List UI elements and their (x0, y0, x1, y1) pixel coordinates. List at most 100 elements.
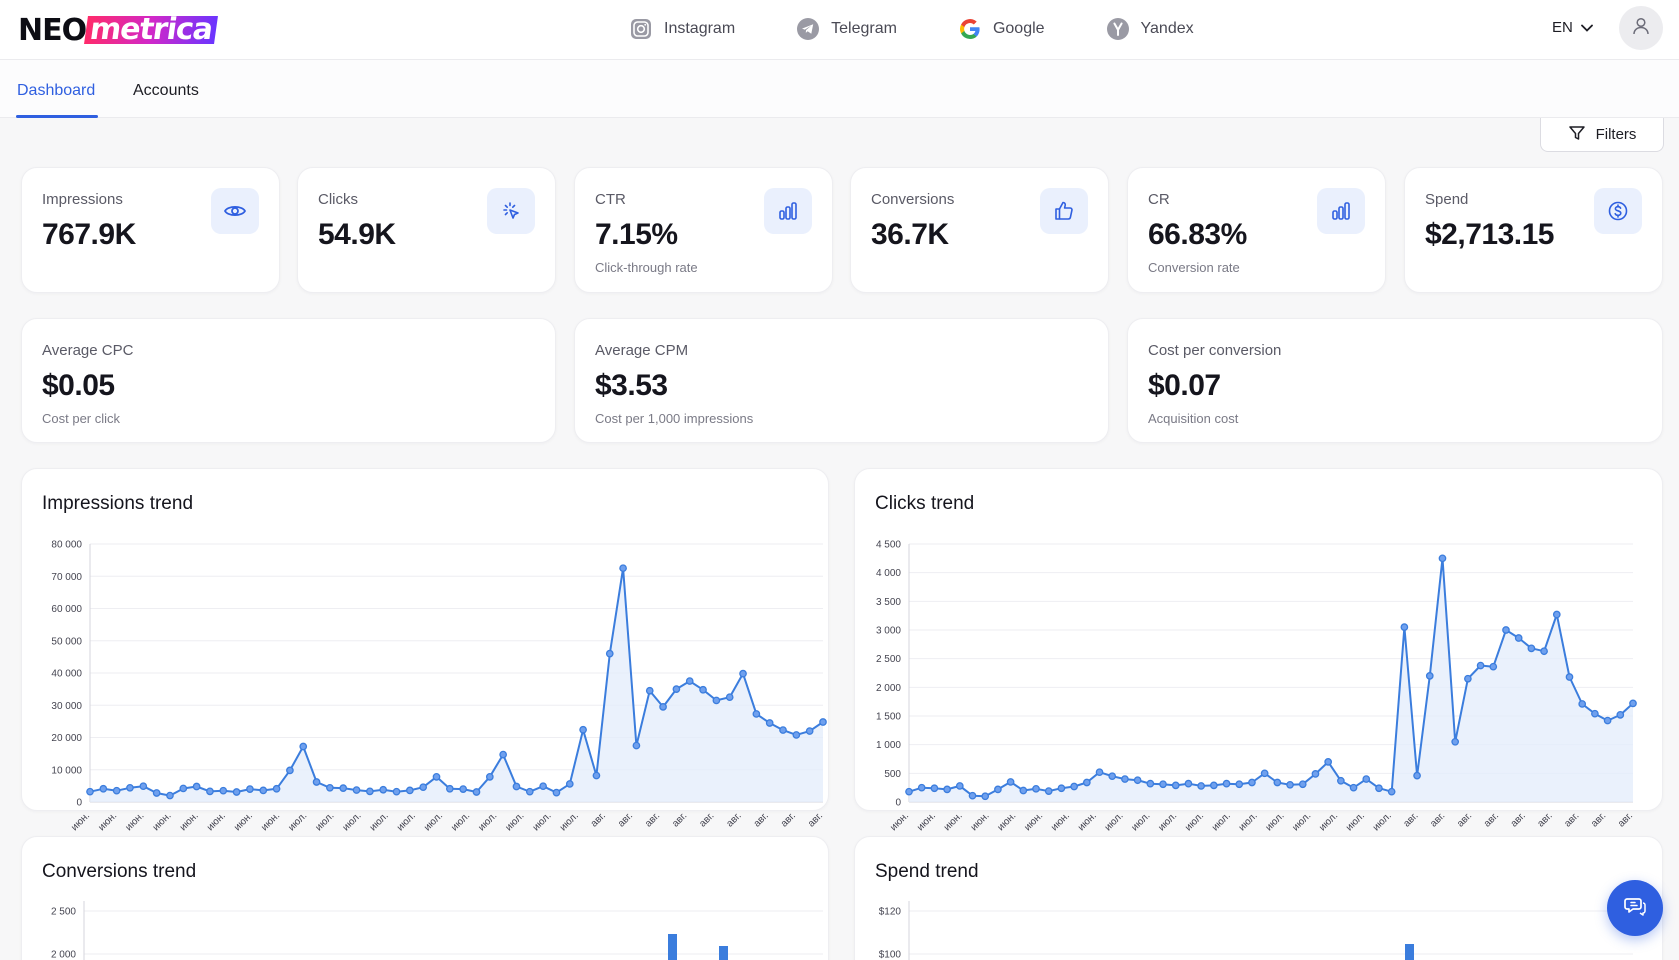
bar-chart-icon (1317, 188, 1365, 234)
x-tick-label: июл. (368, 810, 391, 833)
data-point (1070, 782, 1078, 791)
clicks-trend-card: Clicks trend 0 500 1 000 1 500 2 000 2 500 3 0… (854, 468, 1663, 833)
x-tick-label: июл. (1344, 810, 1367, 833)
x-tick-label: июл. (341, 810, 364, 833)
data-point (179, 784, 188, 793)
series-area (90, 568, 823, 802)
data-point (1019, 786, 1028, 795)
platform-google[interactable]: Google (957, 16, 1045, 42)
x-tick-label: июл. (395, 810, 418, 833)
x-tick-label: авг. (1482, 810, 1501, 829)
x-tick-label: авг. (1589, 810, 1608, 829)
data-point (299, 742, 308, 751)
data-point (579, 725, 587, 734)
y-tick-label: 40 000 (51, 669, 82, 680)
google-icon (957, 16, 983, 42)
cost-card-cpm: Average CPM $3.53 Cost per 1,000 impress… (574, 318, 1109, 443)
data-point (1400, 623, 1409, 631)
data-point (406, 786, 414, 795)
cursor-click-icon (487, 188, 535, 234)
chart-title: Impressions trend (42, 493, 194, 514)
language-select[interactable]: EN (1552, 19, 1593, 36)
data-point (272, 784, 281, 793)
data-point (1438, 554, 1447, 563)
y-tick-label: 20 000 (51, 733, 82, 744)
tab-dashboard[interactable]: Dashboard (17, 82, 96, 99)
data-point (1616, 711, 1625, 719)
x-tick-label: июл. (286, 810, 309, 833)
y-tick-label: 0 (76, 798, 82, 809)
x-tick-label: июл. (504, 810, 527, 833)
data-point (659, 703, 667, 711)
spend-trend-chart: $120 $100 (879, 901, 1633, 960)
x-tick-label: авг. (1401, 810, 1420, 829)
platform-label: Telegram (831, 20, 897, 37)
cost-card-per-conversion: Cost per conversion $0.07 Acquisition co… (1127, 318, 1663, 443)
kpi-value: 66.83% (1148, 218, 1247, 251)
platform-yandex[interactable]: Yandex (1105, 16, 1194, 42)
data-point (619, 564, 627, 573)
data-point (1337, 776, 1345, 785)
data-point (1375, 784, 1383, 793)
platform-label: Yandex (1140, 20, 1194, 37)
tab-accounts[interactable]: Accounts (133, 82, 199, 99)
filters-label: Filters (1595, 126, 1637, 143)
data-point (1591, 709, 1599, 718)
x-tick-label: июл. (1103, 810, 1126, 833)
x-tick-label: июн. (232, 810, 255, 833)
x-tick-label: июн. (1049, 810, 1072, 833)
y-tick-label: 2 000 (51, 950, 76, 960)
data-point (765, 719, 774, 727)
data-point (805, 727, 814, 735)
data-point (1273, 778, 1282, 787)
data-point (459, 785, 468, 793)
data-point (1286, 780, 1294, 789)
x-tick-label: авг. (725, 810, 744, 829)
data-point (1159, 780, 1167, 789)
y-tick-label: 0 (895, 798, 901, 809)
platform-telegram[interactable]: Telegram (795, 16, 897, 42)
data-point (1489, 662, 1498, 671)
kpi-value: $2,713.15 (1425, 218, 1554, 251)
x-tick-label: авг. (752, 810, 771, 829)
user-avatar[interactable] (1619, 6, 1663, 50)
cost-value: $0.05 (42, 369, 115, 402)
platform-instagram[interactable]: Instagram (628, 16, 735, 42)
data-point (366, 787, 374, 796)
instagram-icon (628, 16, 654, 42)
data-point (1413, 771, 1421, 780)
data-point (1044, 787, 1053, 795)
cost-value: $0.07 (1148, 369, 1221, 402)
kpi-card-conversions: Conversions 36.7K (850, 167, 1109, 293)
x-tick-label: авг. (1455, 810, 1474, 829)
data-point (166, 791, 174, 800)
cost-subtitle: Cost per click (42, 411, 121, 426)
data-point (1565, 673, 1574, 681)
x-tick-label: авг. (1428, 810, 1447, 829)
kpi-value: 7.15% (595, 218, 678, 251)
eye-icon (211, 188, 259, 234)
filter-icon (1568, 124, 1586, 146)
filters-button[interactable]: Filters (1540, 118, 1664, 152)
x-tick-label: июл. (1264, 810, 1287, 833)
data-point (1464, 674, 1472, 683)
data-point (1057, 784, 1066, 793)
tab-bar: Dashboard Accounts (0, 60, 1679, 118)
cost-label: Average CPC (42, 342, 134, 359)
conversions-trend-chart: 2 500 2 000 (51, 901, 823, 960)
bar (668, 934, 677, 960)
data-point (1108, 772, 1117, 781)
data-point (672, 685, 681, 693)
logo[interactable]: NEO metrica (18, 12, 219, 48)
data-point (1629, 699, 1637, 708)
kpi-subtitle: Click-through rate (595, 260, 698, 275)
data-point (712, 696, 721, 705)
cost-label: Cost per conversion (1148, 342, 1282, 359)
chat-button[interactable] (1607, 880, 1663, 936)
x-tick-label: авг. (1562, 810, 1581, 829)
x-tick-label: июл. (476, 810, 499, 833)
y-tick-label: $120 (879, 907, 902, 918)
chat-icon (1622, 893, 1648, 924)
data-point (352, 786, 361, 794)
x-tick-label: июл. (449, 810, 472, 833)
